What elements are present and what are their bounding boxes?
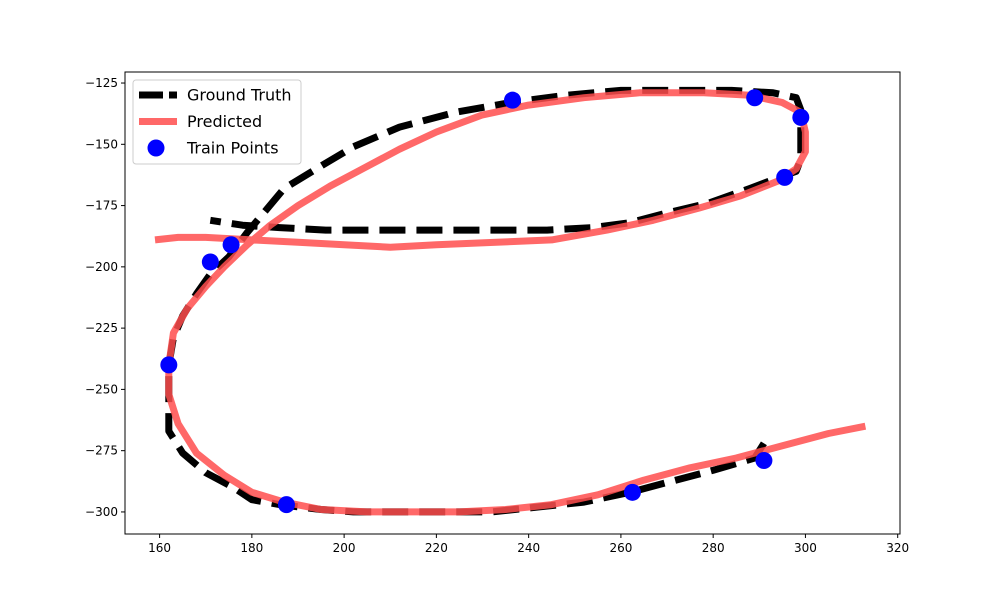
series-group xyxy=(154,86,867,516)
axes-frame xyxy=(124,71,901,535)
predicted-line xyxy=(154,89,867,516)
x-tick-label-7: 300 xyxy=(794,541,817,555)
axes: 160 180 200 220 240 260 280 300 320 −125 −150 −175 −… xyxy=(85,71,909,555)
y-tick-label-2: −175 xyxy=(85,199,118,213)
train-points-marker-2 xyxy=(792,108,810,126)
train-points-marker-4 xyxy=(222,236,240,254)
train-points-marker-0 xyxy=(504,91,521,109)
y-tick-label-0: −125 xyxy=(85,76,118,90)
train-points-marker-8 xyxy=(623,483,641,501)
plot-area xyxy=(154,86,867,516)
x-tick-label-3: 220 xyxy=(425,541,448,555)
legend-swatch-train-points xyxy=(147,139,165,157)
y-tick-label-7: −300 xyxy=(85,505,118,519)
legend-box xyxy=(132,79,302,165)
train-points-marker-1 xyxy=(746,89,764,107)
y-tick-label-6: −275 xyxy=(85,444,118,458)
train-points-marker-7 xyxy=(277,496,295,514)
legend-label-ground-truth: Ground Truth xyxy=(187,86,292,105)
legend-label-predicted: Predicted xyxy=(187,112,262,131)
train-points-marker-9 xyxy=(755,451,773,469)
x-tick-label-0: 160 xyxy=(148,541,171,555)
x-tick-label-8: 320 xyxy=(886,541,909,555)
train-points-marker-6 xyxy=(160,356,178,374)
y-tick-label-4: −225 xyxy=(85,321,118,335)
x-tick-label-2: 200 xyxy=(333,541,356,555)
y-tick-label-5: −250 xyxy=(85,382,118,396)
legend: Ground Truth Predicted Train Points xyxy=(132,79,302,165)
legend-label-train-points: Train Points xyxy=(186,139,279,158)
train-points-marker-5 xyxy=(201,253,219,271)
x-tick-label-6: 280 xyxy=(702,541,725,555)
train-points-marker-3 xyxy=(776,168,794,186)
y-tick-label-1: −150 xyxy=(85,137,118,151)
x-tick-label-1: 180 xyxy=(240,541,263,555)
y-tick-label-3: −200 xyxy=(85,260,118,274)
x-tick-label-5: 260 xyxy=(609,541,632,555)
x-tick-label-4: 240 xyxy=(517,541,540,555)
